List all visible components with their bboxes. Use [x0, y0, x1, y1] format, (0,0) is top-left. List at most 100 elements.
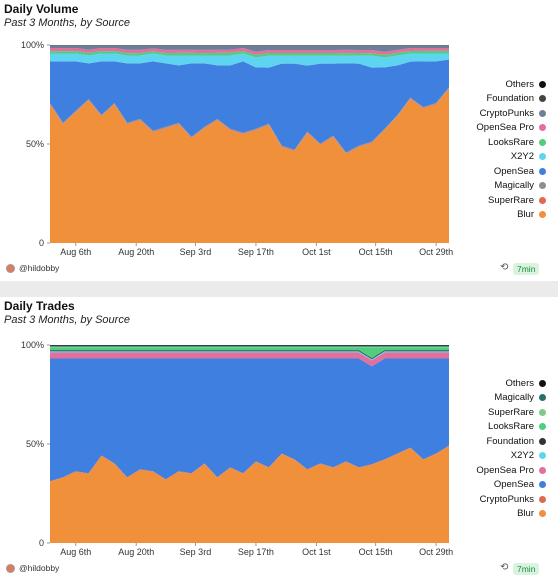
legend-swatch: [539, 124, 546, 132]
x-tick-label: Oct 15th: [359, 547, 393, 557]
legend-swatch: [539, 466, 546, 474]
area-opensea[interactable]: [50, 358, 449, 482]
daily-trades-chart: 0 50% 100% Aug 6th Aug 20th Sep 3rd Sep 17th Oc…: [21, 340, 453, 557]
legend-item-looksrare[interactable]: LooksRare: [476, 135, 546, 150]
legend-item-blur[interactable]: Blur: [476, 208, 546, 223]
legend-label: Others: [505, 377, 534, 389]
chart-subtitle: Past 3 Months, by Source: [4, 17, 130, 29]
legend-swatch: [539, 138, 546, 146]
x-tick-label: Sep 3rd: [180, 247, 212, 257]
legend-item-others[interactable]: Others: [476, 77, 546, 92]
legend-swatch: [539, 379, 546, 387]
legend-item-others[interactable]: Others: [476, 376, 546, 391]
x-tick-label: Sep 17th: [238, 547, 274, 557]
area-foundation[interactable]: [50, 350, 449, 360]
legend-label: X2Y2: [510, 450, 534, 462]
area-opensea[interactable]: [50, 59, 449, 153]
y-tick-label: 100%: [21, 40, 44, 50]
area-blur[interactable]: [50, 88, 449, 243]
legend-label: CryptoPunks: [479, 493, 534, 505]
legend-item-cryptopunks[interactable]: CryptoPunks: [476, 106, 546, 121]
legend-item-foundation[interactable]: Foundation: [476, 434, 546, 449]
legend-label: SuperRare: [488, 194, 534, 206]
legend-item-looksrare[interactable]: LooksRare: [476, 420, 546, 435]
legend-swatch: [539, 495, 546, 503]
area-looksrare[interactable]: [50, 347, 449, 359]
author-handle: @hildobby: [19, 263, 60, 273]
x-tick-label: Aug 20th: [118, 547, 154, 557]
x-tick-label: Oct 1st: [302, 547, 331, 557]
legend-swatch: [539, 109, 546, 117]
x-tick-label: Oct 29th: [419, 247, 453, 257]
author-tag[interactable]: @hildobby: [6, 263, 59, 273]
legend-label: CryptoPunks: [479, 107, 534, 119]
legend-label: OpenSea Pro: [476, 464, 534, 476]
author-tag[interactable]: @hildobby: [6, 563, 59, 573]
y-tick-label: 0: [39, 238, 44, 248]
area-blur[interactable]: [50, 446, 449, 543]
legend-swatch: [539, 452, 546, 460]
legend-item-x2y2[interactable]: X2Y2: [476, 449, 546, 464]
area-x2y2[interactable]: [50, 53, 449, 68]
legend-swatch: [539, 182, 546, 190]
legend-label: Others: [505, 78, 534, 90]
area-others[interactable]: [50, 345, 449, 346]
legend-swatch: [539, 211, 546, 219]
legend-label: Blur: [517, 209, 534, 221]
area-opensea-pro[interactable]: [50, 352, 449, 367]
legend-label: X2Y2: [510, 151, 534, 163]
daily-trades-panel: Daily Trades Past 3 Months, by Source 0 5…: [0, 297, 558, 581]
x-tick-label: Oct 29th: [419, 547, 453, 557]
x-tick-label: Aug 6th: [60, 247, 91, 257]
legend-item-opensea-pro[interactable]: OpenSea Pro: [476, 121, 546, 136]
legend-item-superrare[interactable]: SuperRare: [476, 193, 546, 208]
legend-label: Foundation: [486, 93, 534, 105]
avatar: [6, 263, 15, 273]
area-looksrare[interactable]: [50, 50, 449, 58]
area-cryptopunks[interactable]: [50, 45, 449, 52]
legend-item-opensea[interactable]: OpenSea: [476, 478, 546, 493]
legend-item-superrare[interactable]: SuperRare: [476, 405, 546, 420]
freshness-badge: 7min: [513, 563, 540, 575]
legend-item-foundation[interactable]: Foundation: [476, 92, 546, 107]
legend-swatch: [539, 394, 546, 402]
area-layers: [50, 345, 449, 543]
chart-subtitle: Past 3 Months, by Source: [4, 314, 130, 326]
freshness-badge: 7min: [513, 263, 540, 275]
area-x2y2[interactable]: [50, 351, 449, 361]
legend-label: Magically: [494, 392, 534, 404]
legend-swatch: [539, 95, 546, 103]
legend-swatch: [539, 408, 546, 416]
legend-item-cryptopunks[interactable]: CryptoPunks: [476, 492, 546, 507]
x-tick-label: Sep 17th: [238, 247, 274, 257]
x-tick-label: Sep 3rd: [180, 547, 212, 557]
legend-item-opensea-pro[interactable]: OpenSea Pro: [476, 463, 546, 478]
legend-label: LooksRare: [488, 421, 534, 433]
area-magically[interactable]: [50, 345, 449, 347]
chart-title: Daily Trades: [4, 299, 75, 313]
legend-label: OpenSea: [493, 165, 534, 177]
legend-label: Foundation: [486, 435, 534, 447]
legend-item-opensea[interactable]: OpenSea: [476, 164, 546, 179]
legend: Others Magically SuperRare LooksRare Foundat…: [476, 376, 546, 521]
legend-swatch: [539, 423, 546, 431]
avatar: [6, 563, 15, 573]
legend-swatch: [539, 167, 546, 175]
y-tick-label: 0: [39, 538, 44, 548]
legend-item-x2y2[interactable]: X2Y2: [476, 150, 546, 165]
area-opensea-pro[interactable]: [50, 48, 449, 55]
refresh-icon[interactable]: ⟲: [500, 562, 509, 573]
area-superrare[interactable]: [50, 346, 449, 348]
legend-label: Blur: [517, 508, 534, 520]
x-tick-label: Oct 1st: [302, 247, 331, 257]
legend-swatch: [539, 437, 546, 445]
legend: Others Foundation CryptoPunks OpenSea Pro Lo…: [476, 77, 546, 222]
legend-swatch: [539, 153, 546, 161]
x-tick-label: Aug 20th: [118, 247, 154, 257]
y-tick-label: 50%: [26, 439, 44, 449]
legend-swatch: [539, 510, 546, 518]
legend-item-magically[interactable]: Magically: [476, 179, 546, 194]
refresh-icon[interactable]: ⟲: [500, 262, 509, 273]
legend-item-magically[interactable]: Magically: [476, 391, 546, 406]
legend-item-blur[interactable]: Blur: [476, 507, 546, 522]
